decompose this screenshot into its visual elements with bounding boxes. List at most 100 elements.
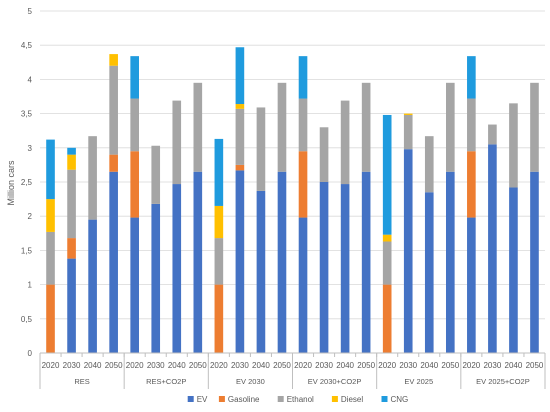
- bar-segment-diesel: [382, 234, 392, 242]
- group-label: RES+CO2P: [146, 377, 186, 386]
- bar-segment-ev: [530, 171, 539, 353]
- bar-segment-ethanol: [509, 103, 518, 188]
- x-tick-label: 2050: [273, 361, 291, 370]
- legend-swatch: [381, 396, 388, 402]
- legend-swatch: [187, 396, 194, 402]
- y-tick-label: 2,5: [21, 178, 33, 187]
- bar-segment-ethanol: [467, 98, 476, 152]
- bar-segment-ethanol: [214, 238, 224, 285]
- group-label: RES: [74, 377, 89, 386]
- bar-segment-ev: [361, 171, 371, 353]
- bar-segment-cng: [235, 47, 245, 105]
- bar-segment-ev: [403, 149, 413, 353]
- bar-segment-cng: [382, 114, 392, 235]
- bar-segment-ethanol: [172, 100, 182, 185]
- bar-segment-gasoline: [109, 154, 118, 172]
- group-label: EV 2025+CO2P: [476, 377, 530, 386]
- legend-item-gasoline: Gasoline: [218, 395, 260, 404]
- bar-segment-ev: [172, 184, 182, 353]
- bar-segment-cng: [298, 56, 308, 99]
- bar-segment-diesel: [235, 104, 245, 109]
- y-tick-label: 4: [28, 75, 33, 84]
- group-label: EV 2025: [404, 377, 433, 386]
- bar-segment-ethanol: [46, 231, 55, 285]
- bar-segment-ethanol: [445, 82, 455, 172]
- legend-swatch: [218, 396, 225, 402]
- y-tick-label: 0: [28, 349, 33, 358]
- bar-segment-diesel: [46, 199, 55, 232]
- bar-segment-ev: [488, 144, 497, 353]
- group-label: EV 2030: [236, 377, 265, 386]
- bar-segment-ethanol: [151, 145, 161, 204]
- y-tick-label: 0,5: [21, 315, 33, 324]
- x-tick-label: 2050: [441, 361, 459, 370]
- y-tick-label: 2: [28, 212, 33, 221]
- x-tick-label: 2030: [231, 361, 249, 370]
- bar-segment-cng: [46, 139, 55, 200]
- bar-segment-diesel: [109, 54, 118, 66]
- bar-segment-ethanol: [488, 124, 497, 145]
- bar-segment-ev: [340, 184, 350, 353]
- legend-item-diesel: Diesel: [331, 395, 363, 404]
- bar-segment-ev: [88, 219, 97, 353]
- bar-segment-cng: [467, 56, 476, 99]
- bar-segment-ethanol: [256, 107, 266, 191]
- x-tick-label: 2040: [84, 361, 102, 370]
- x-tick-label: 2040: [252, 361, 270, 370]
- x-tick-label: 2050: [526, 361, 544, 370]
- x-tick-label: 2020: [378, 361, 396, 370]
- legend-swatch: [277, 396, 284, 402]
- gridlines: [40, 10, 545, 320]
- bar-segment-ethanol: [298, 98, 308, 152]
- legend-label: CNG: [391, 395, 409, 404]
- x-tick-label: 2030: [315, 361, 333, 370]
- bars: [46, 47, 539, 353]
- bar-segment-gasoline: [467, 151, 476, 218]
- y-tick-label: 3,5: [21, 110, 33, 119]
- legend: EV Gasoline Ethanol Diesel CNG: [187, 395, 409, 404]
- bar-segment-gasoline: [46, 284, 55, 353]
- bar-segment-ethanol: [193, 82, 203, 172]
- bar-segment-ev: [277, 171, 287, 353]
- y-tick-label: 4,5: [21, 41, 33, 50]
- group-label: EV 2030+CO2P: [308, 377, 362, 386]
- bar-segment-ethanol: [424, 136, 434, 193]
- bar-segment-gasoline: [67, 238, 76, 259]
- y-tick-label: 1: [28, 281, 33, 290]
- bar-segment-ethanol: [403, 114, 413, 150]
- bar-segment-ethanol: [361, 82, 371, 172]
- x-tick-label: 2040: [420, 361, 438, 370]
- legend-item-ethanol: Ethanol: [277, 395, 314, 404]
- x-tick-label: 2040: [336, 361, 354, 370]
- x-tick-label: 2040: [505, 361, 523, 370]
- bar-segment-gasoline: [235, 164, 245, 171]
- bar-segment-gasoline: [130, 151, 140, 218]
- bar-segment-gasoline: [382, 284, 392, 353]
- x-tick-label: 2030: [399, 361, 417, 370]
- bar-segment-diesel: [67, 154, 76, 170]
- legend-item-cng: CNG: [381, 395, 409, 404]
- x-tick-label: 2050: [357, 361, 375, 370]
- legend-label: Ethanol: [287, 395, 314, 404]
- bar-segment-ev: [130, 217, 140, 353]
- y-tick-label: 3: [28, 144, 33, 153]
- x-tick-label: 2050: [189, 361, 207, 370]
- x-tick-label: 2040: [168, 361, 186, 370]
- bar-segment-ethanol: [67, 169, 76, 239]
- x-tick-label: 2030: [147, 361, 165, 370]
- x-tick-label: 2020: [462, 361, 480, 370]
- bar-segment-cng: [130, 56, 140, 99]
- bar-segment-ev: [256, 190, 266, 353]
- bar-segment-ethanol: [319, 127, 329, 182]
- y-tick-label: 5: [28, 7, 33, 16]
- x-tick-label: 2020: [294, 361, 312, 370]
- legend-item-ev: EV: [187, 395, 208, 404]
- bar-segment-ev: [445, 171, 455, 353]
- bar-segment-ethanol: [530, 82, 539, 172]
- bar-segment-ethanol: [277, 82, 287, 172]
- bar-segment-ethanol: [109, 65, 118, 155]
- bar-segment-ethanol: [130, 98, 140, 152]
- legend-swatch: [331, 396, 338, 402]
